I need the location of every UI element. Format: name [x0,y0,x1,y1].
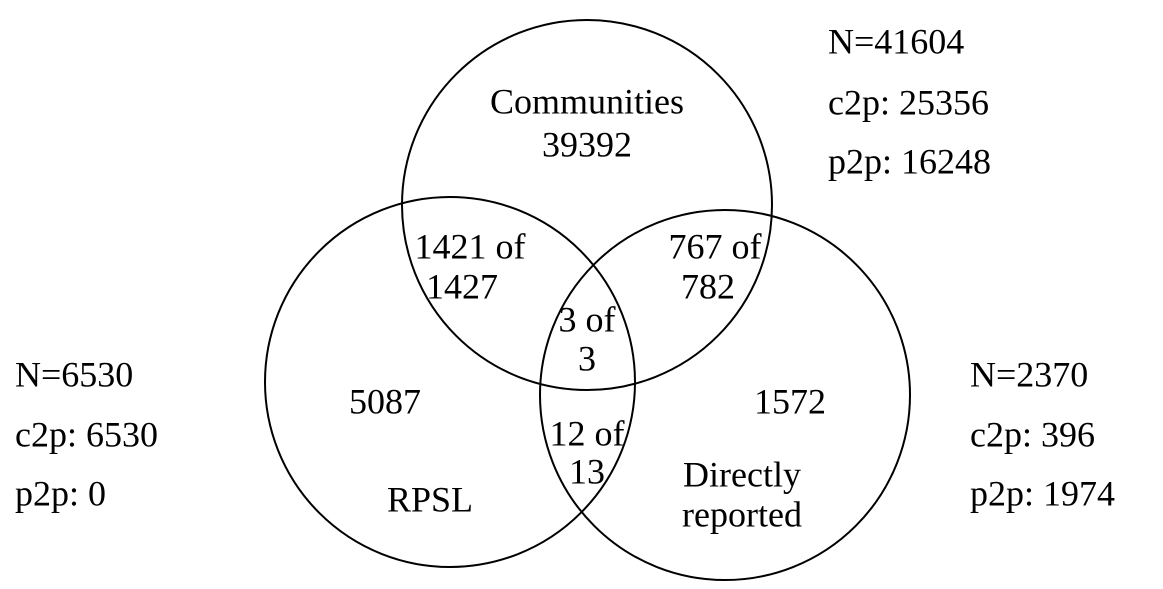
set-name: RPSL [387,479,473,519]
intersection-label: 767 of [669,226,762,266]
set-stat: p2p: 16248 [828,141,991,181]
set-count: 39392 [542,124,632,164]
set-stat: N=41604 [828,21,964,61]
set-name: Directly [683,454,801,494]
set-circle [264,196,636,568]
set-name: reported [682,494,802,534]
set-stat: p2p: 0 [15,473,106,513]
set-circle [401,19,773,391]
intersection-label: 12 of [550,413,625,453]
intersection-label: 13 [569,451,605,491]
intersection-label: 3 [578,338,596,378]
set-stat: c2p: 25356 [828,82,989,122]
set-name: Communities [490,81,684,121]
set-stat: N=2370 [970,354,1088,394]
set-stat: c2p: 6530 [15,414,158,454]
set-count: 1572 [754,381,826,421]
intersection-label: 1427 [426,266,498,306]
set-stat: c2p: 396 [970,414,1095,454]
set-count: 5087 [349,381,421,421]
set-stat: p2p: 1974 [970,473,1115,513]
intersection-label: 1421 of [415,226,526,266]
set-stat: N=6530 [15,354,133,394]
intersection-label: 782 [681,266,735,306]
set-circle [539,209,911,581]
intersection-label: 3 of [559,299,616,339]
